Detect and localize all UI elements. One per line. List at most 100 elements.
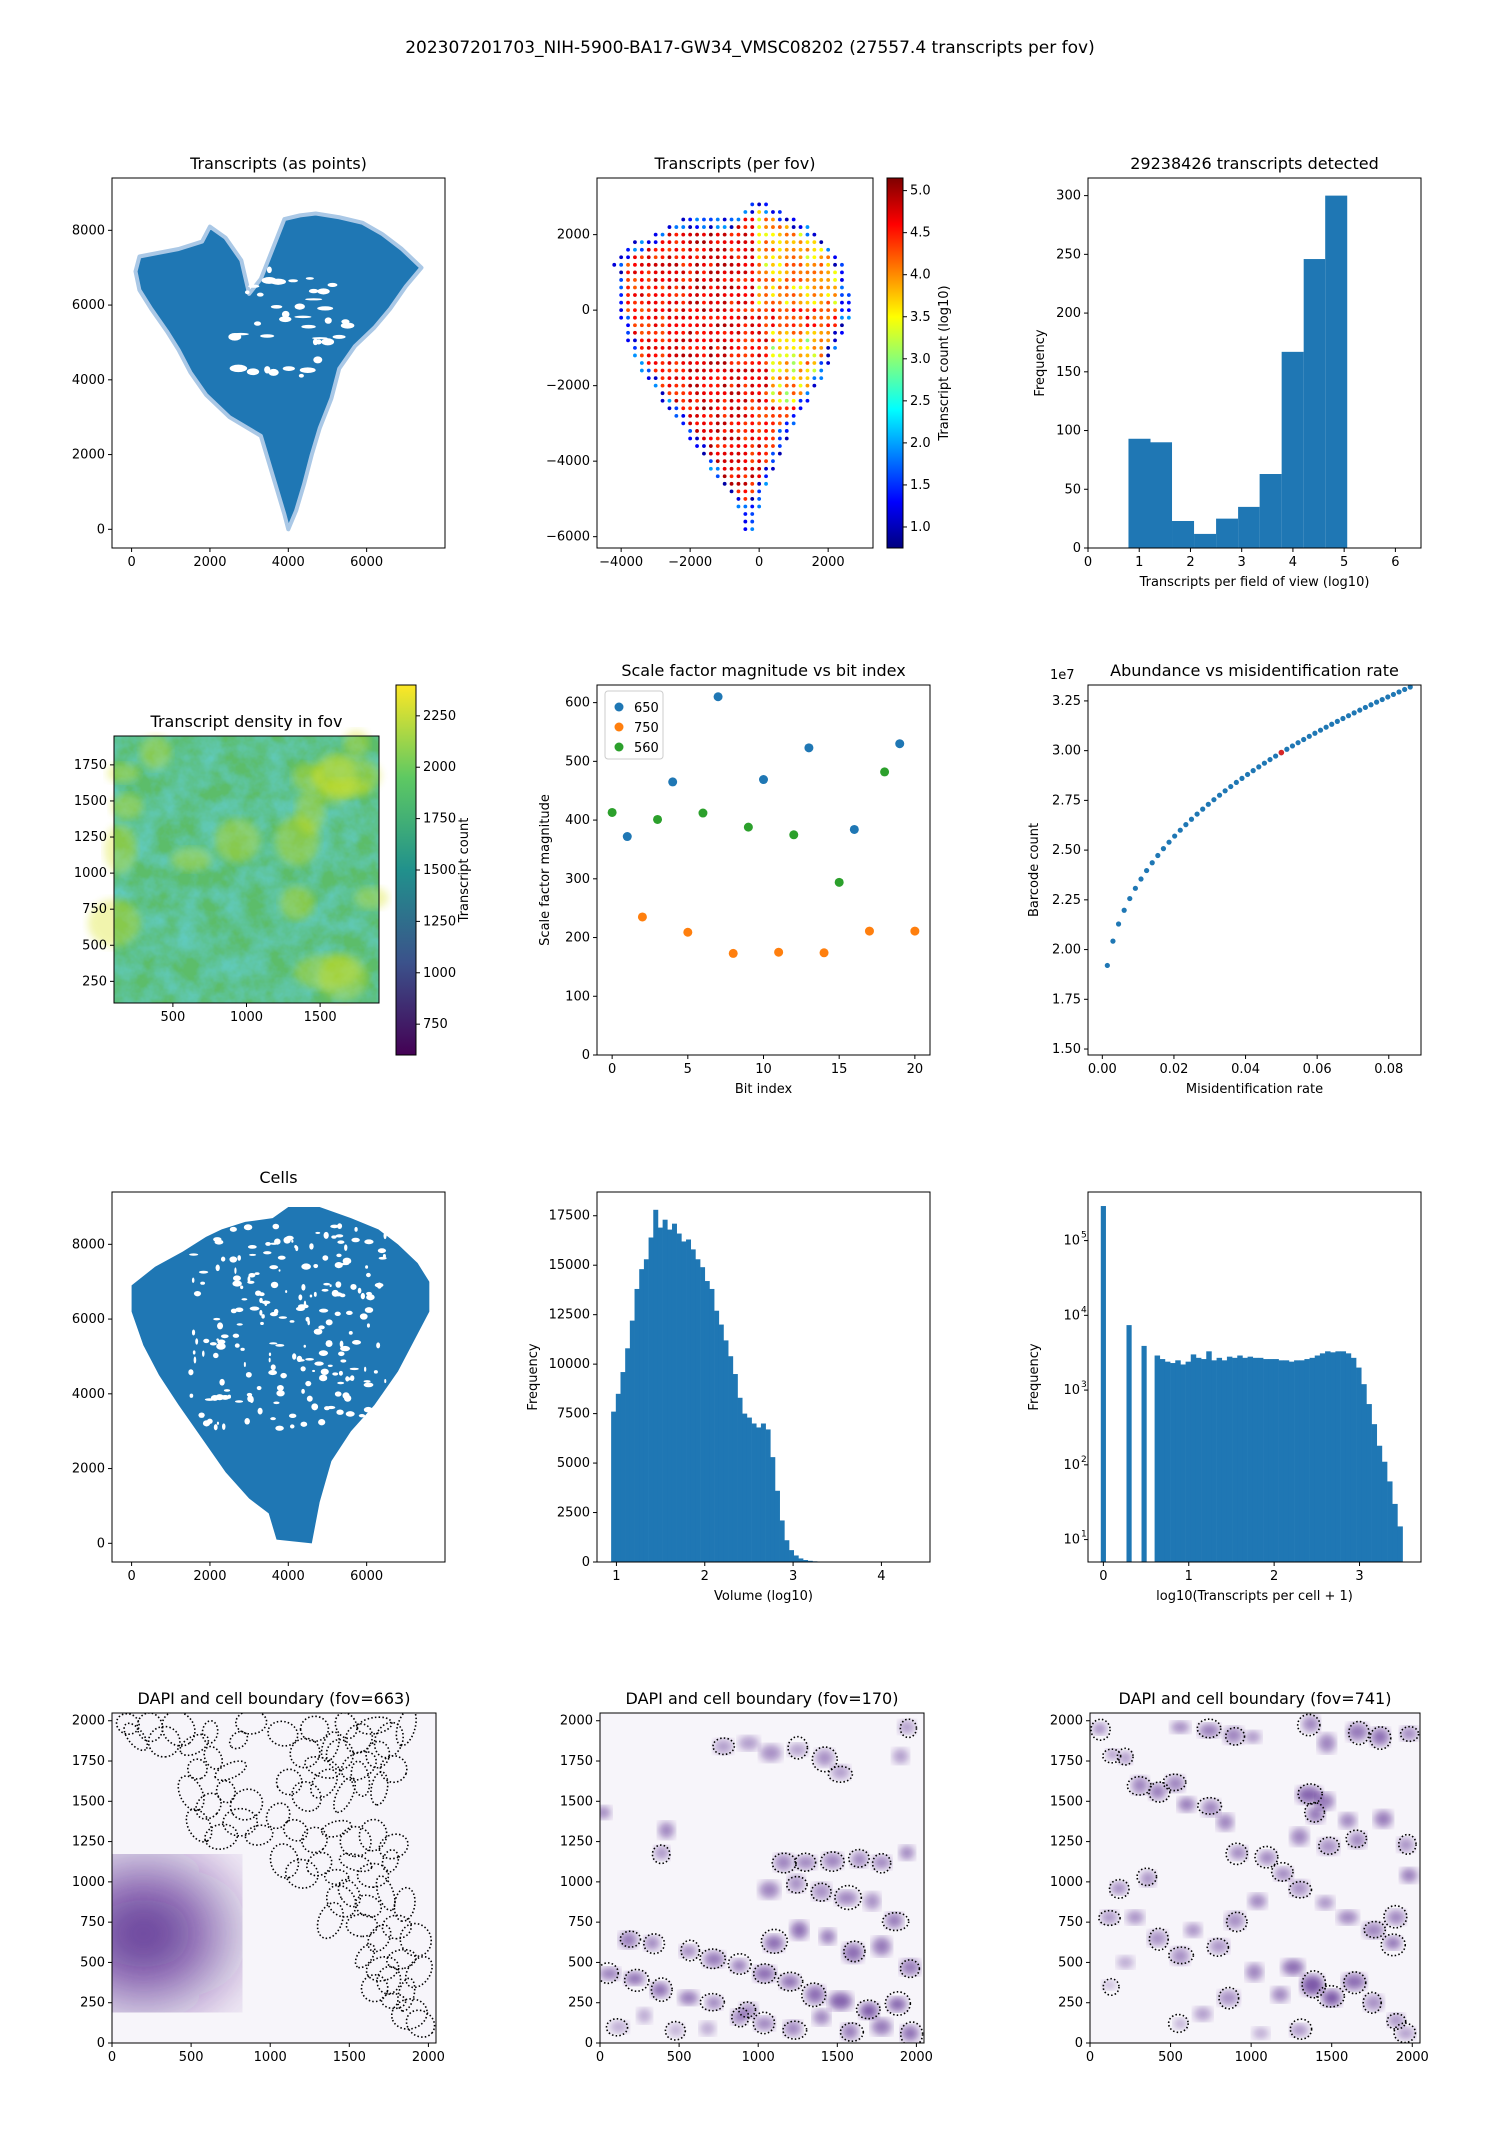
- cell-boundary: [619, 1930, 642, 1948]
- fov-dot: [750, 489, 755, 494]
- fov-dot: [702, 398, 706, 403]
- fov-dot: [784, 406, 789, 411]
- cell-boundary: [839, 2022, 865, 2043]
- fov-dot: [639, 240, 644, 245]
- cell-boundary: [650, 1977, 673, 2003]
- fov-dot: [764, 444, 768, 448]
- fov-dot: [819, 262, 824, 267]
- colorbar-tick-label: 1.0: [910, 520, 931, 535]
- cell-gap: [237, 1255, 241, 1261]
- fov-dot: [660, 247, 665, 252]
- fov-dot: [743, 240, 748, 245]
- fov-dot: [757, 225, 762, 229]
- tx-bar: [1211, 1360, 1217, 1562]
- tx-bar: [1283, 1360, 1290, 1562]
- cell-gap: [349, 1367, 359, 1371]
- fov-dot: [764, 330, 768, 335]
- cell-boundary: [800, 1982, 827, 2008]
- colorbar-tick-label: 2.5: [910, 394, 931, 409]
- cell-boundary: [1098, 1909, 1121, 1927]
- fov-dot: [674, 398, 679, 403]
- fov-dot: [695, 383, 699, 388]
- fov-dot: [777, 345, 782, 350]
- cell-boundary: [177, 1775, 205, 1812]
- fov-dot: [798, 330, 803, 335]
- abundance-point: [1177, 827, 1183, 833]
- fov-dot: [695, 421, 699, 426]
- fov-dot: [743, 262, 748, 267]
- tx-bar: [1299, 1360, 1305, 1562]
- fov-dot: [805, 262, 810, 267]
- cell-gap: [300, 1421, 308, 1427]
- fov-dot: [757, 330, 762, 335]
- fov-dot: [736, 330, 741, 335]
- fov-dot: [681, 315, 686, 320]
- fov-dot: [736, 368, 741, 373]
- fov-dot: [819, 353, 824, 358]
- cell-boundary: [334, 1713, 358, 1740]
- fov-dot: [681, 368, 686, 373]
- axes-volume_hist: 1 2 3 4025005000750010000125001500017500Vol…: [526, 1191, 931, 1604]
- fov-dot: [750, 383, 755, 388]
- cell-gap: [318, 1325, 325, 1330]
- nucleus: [885, 1912, 904, 1929]
- y-tick-label: 10: [1063, 1234, 1080, 1249]
- nucleus: [1140, 1870, 1156, 1887]
- fov-dot: [777, 255, 782, 260]
- cell-boundary: [1116, 1747, 1134, 1766]
- cell-gap: [288, 1413, 297, 1419]
- fov-dot: [812, 240, 817, 245]
- fov-dot: [750, 497, 755, 501]
- y-tick-label: 0: [582, 1555, 590, 1570]
- fov-dot: [777, 383, 782, 388]
- y-tick-exponent: 3: [1081, 1380, 1087, 1390]
- fov-dot: [681, 285, 686, 290]
- fov-dot: [819, 270, 824, 275]
- x-tick-label: 500: [1158, 2050, 1183, 2065]
- abundance-point: [1351, 710, 1357, 716]
- fov-dot: [798, 406, 803, 411]
- fov-dot: [784, 353, 789, 358]
- fov-dot: [653, 278, 658, 282]
- cell-gap: [270, 1281, 279, 1289]
- cell-gap: [213, 1424, 218, 1431]
- y-tick-label: 250: [568, 1996, 593, 2011]
- cell-gap: [330, 1224, 339, 1229]
- fov-dot: [784, 232, 789, 237]
- density-hotspot: [104, 824, 137, 874]
- nucleus: [739, 2002, 758, 2019]
- nucleus: [1364, 1994, 1384, 2011]
- x-tick-label: 1500: [304, 1010, 337, 1025]
- cell-boundary: [651, 1844, 671, 1865]
- fov-dot: [708, 376, 713, 381]
- nucleus: [795, 1855, 816, 1870]
- fov-dot: [660, 308, 665, 313]
- fov-dot: [736, 323, 741, 328]
- tissue-gap: [270, 304, 283, 309]
- fov-dot: [750, 527, 755, 532]
- fov-dot: [667, 232, 672, 237]
- fov-dot: [777, 217, 782, 222]
- fov-dot: [777, 225, 782, 229]
- fov-dot: [840, 323, 844, 328]
- abundance-point: [1407, 684, 1413, 690]
- cell-gap: [234, 1343, 240, 1348]
- nucleus: [1397, 1837, 1415, 1853]
- fov-dot: [833, 330, 837, 335]
- fov-dot: [743, 225, 748, 229]
- abundance-point: [1340, 715, 1346, 722]
- fov-dot: [791, 240, 796, 245]
- cell-gap: [335, 1281, 342, 1288]
- fov-dot: [708, 466, 713, 471]
- fov-dot: [743, 285, 748, 290]
- cell-gap: [301, 1388, 305, 1394]
- x-tick-label: 2000: [900, 2050, 933, 2065]
- nucleus: [713, 1739, 733, 1754]
- fov-dot: [722, 300, 727, 305]
- x-tick-label: 2000: [193, 555, 226, 570]
- volume-bar: [803, 1560, 809, 1562]
- abundance-point: [1121, 907, 1127, 913]
- cell-gap: [309, 1243, 314, 1250]
- cell-gap: [360, 1292, 365, 1300]
- cell-boundary: [185, 1808, 213, 1843]
